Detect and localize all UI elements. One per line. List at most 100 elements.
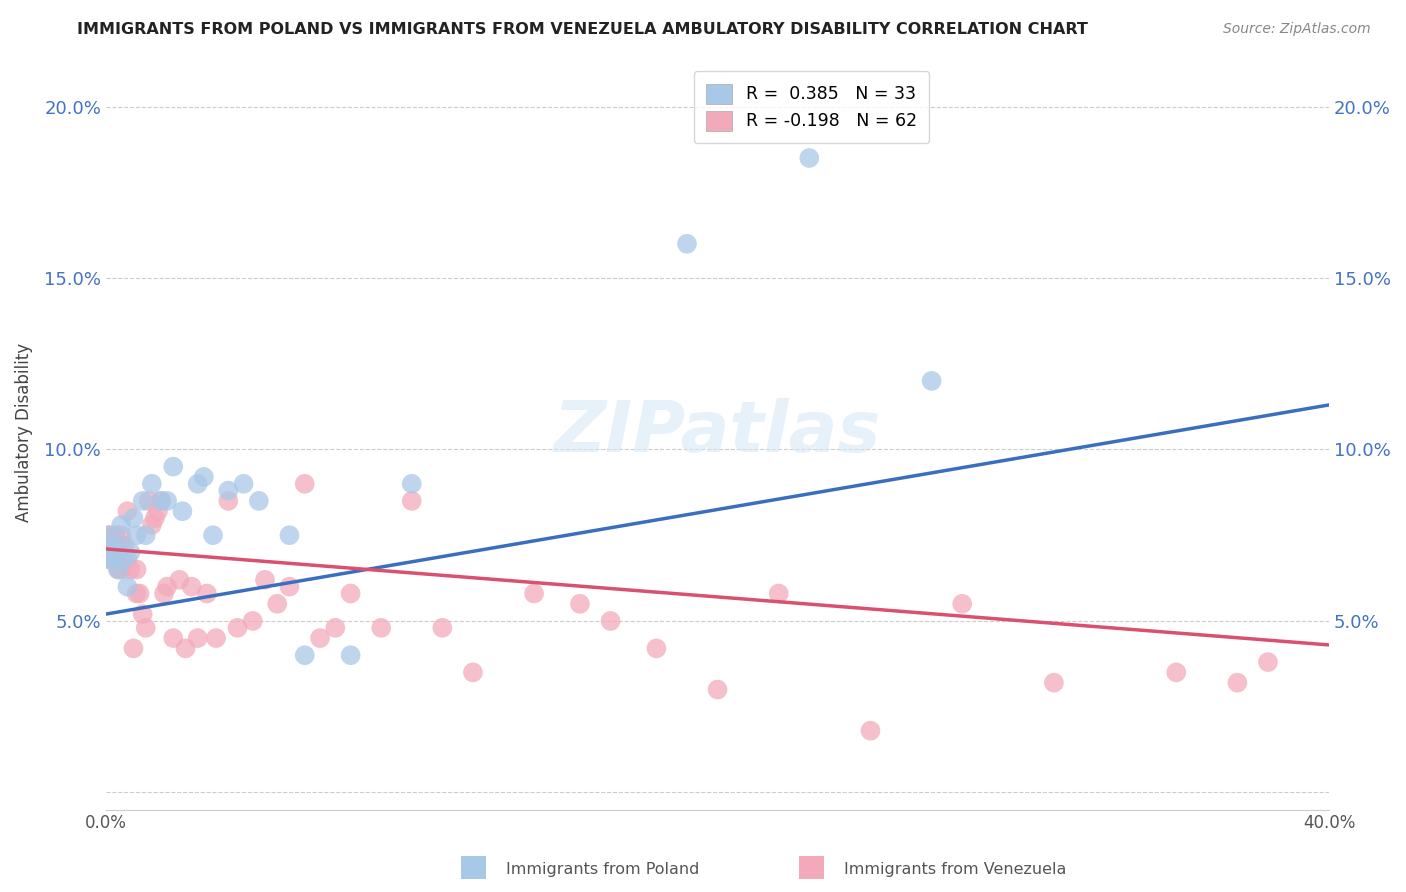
Point — [143, 511, 166, 525]
Point — [706, 682, 728, 697]
Point — [110, 539, 132, 553]
Point — [141, 517, 163, 532]
Point — [101, 539, 124, 553]
Point — [799, 151, 821, 165]
Point — [138, 494, 160, 508]
Point — [120, 545, 142, 559]
Point — [217, 494, 239, 508]
Point — [172, 504, 194, 518]
Point — [98, 528, 121, 542]
Point — [104, 545, 127, 559]
Point — [101, 545, 124, 559]
Point — [104, 528, 127, 542]
Point — [156, 494, 179, 508]
Point — [150, 494, 173, 508]
Point — [193, 470, 215, 484]
Point — [135, 528, 157, 542]
Point — [523, 586, 546, 600]
Point — [128, 586, 150, 600]
Point — [125, 528, 148, 542]
Point — [401, 494, 423, 508]
Point — [107, 562, 129, 576]
Point — [339, 648, 361, 663]
Text: Source: ZipAtlas.com: Source: ZipAtlas.com — [1223, 22, 1371, 37]
Point — [135, 621, 157, 635]
Point — [676, 236, 699, 251]
Point — [131, 494, 153, 508]
Point — [401, 476, 423, 491]
Point — [1043, 675, 1066, 690]
Point — [294, 476, 316, 491]
Text: Immigrants from Venezuela: Immigrants from Venezuela — [844, 863, 1066, 877]
Point — [110, 552, 132, 566]
Point — [232, 476, 254, 491]
Point — [1226, 675, 1249, 690]
Point — [205, 631, 228, 645]
Point — [125, 586, 148, 600]
Point — [122, 511, 145, 525]
Text: IMMIGRANTS FROM POLAND VS IMMIGRANTS FROM VENEZUELA AMBULATORY DISABILITY CORREL: IMMIGRANTS FROM POLAND VS IMMIGRANTS FRO… — [77, 22, 1088, 37]
Point — [101, 539, 124, 553]
Y-axis label: Ambulatory Disability: Ambulatory Disability — [15, 343, 32, 522]
Point — [278, 528, 301, 542]
Point — [162, 459, 184, 474]
Point — [110, 562, 132, 576]
Point — [112, 552, 135, 566]
Point — [187, 476, 209, 491]
Text: ZIPatlas: ZIPatlas — [554, 398, 882, 467]
Point — [461, 665, 484, 680]
Point — [226, 621, 249, 635]
Point — [110, 517, 132, 532]
Point — [187, 631, 209, 645]
Point — [112, 539, 135, 553]
Point — [150, 494, 173, 508]
Point — [125, 562, 148, 576]
Point — [98, 552, 121, 566]
Point — [104, 552, 127, 566]
Point — [599, 614, 621, 628]
Point — [98, 539, 121, 553]
Point — [141, 476, 163, 491]
Point — [153, 586, 176, 600]
Point — [107, 539, 129, 553]
Point — [242, 614, 264, 628]
Point — [370, 621, 392, 635]
Point — [117, 504, 139, 518]
Point — [98, 528, 121, 542]
Point — [201, 528, 224, 542]
Point — [266, 597, 288, 611]
Point — [146, 504, 169, 518]
Point — [156, 580, 179, 594]
Point — [117, 552, 139, 566]
Point — [98, 552, 121, 566]
Point — [1166, 665, 1188, 680]
Point — [247, 494, 270, 508]
Point — [217, 483, 239, 498]
Point — [110, 528, 132, 542]
Point — [117, 580, 139, 594]
Point — [278, 580, 301, 594]
Point — [921, 374, 943, 388]
Point — [169, 573, 191, 587]
Point — [568, 597, 591, 611]
Point — [101, 552, 124, 566]
Text: Immigrants from Poland: Immigrants from Poland — [506, 863, 700, 877]
Point — [859, 723, 882, 738]
Point — [1257, 655, 1279, 669]
Point — [120, 562, 142, 576]
Point — [432, 621, 454, 635]
Point — [323, 621, 346, 635]
Point — [122, 641, 145, 656]
Point — [950, 597, 973, 611]
Point — [180, 580, 202, 594]
Point — [253, 573, 276, 587]
Point — [309, 631, 332, 645]
Point — [174, 641, 197, 656]
Point — [107, 562, 129, 576]
Point — [162, 631, 184, 645]
Point — [768, 586, 790, 600]
Point — [339, 586, 361, 600]
Point — [294, 648, 316, 663]
Point — [645, 641, 668, 656]
Legend: R =  0.385   N = 33, R = -0.198   N = 62: R = 0.385 N = 33, R = -0.198 N = 62 — [693, 71, 929, 143]
